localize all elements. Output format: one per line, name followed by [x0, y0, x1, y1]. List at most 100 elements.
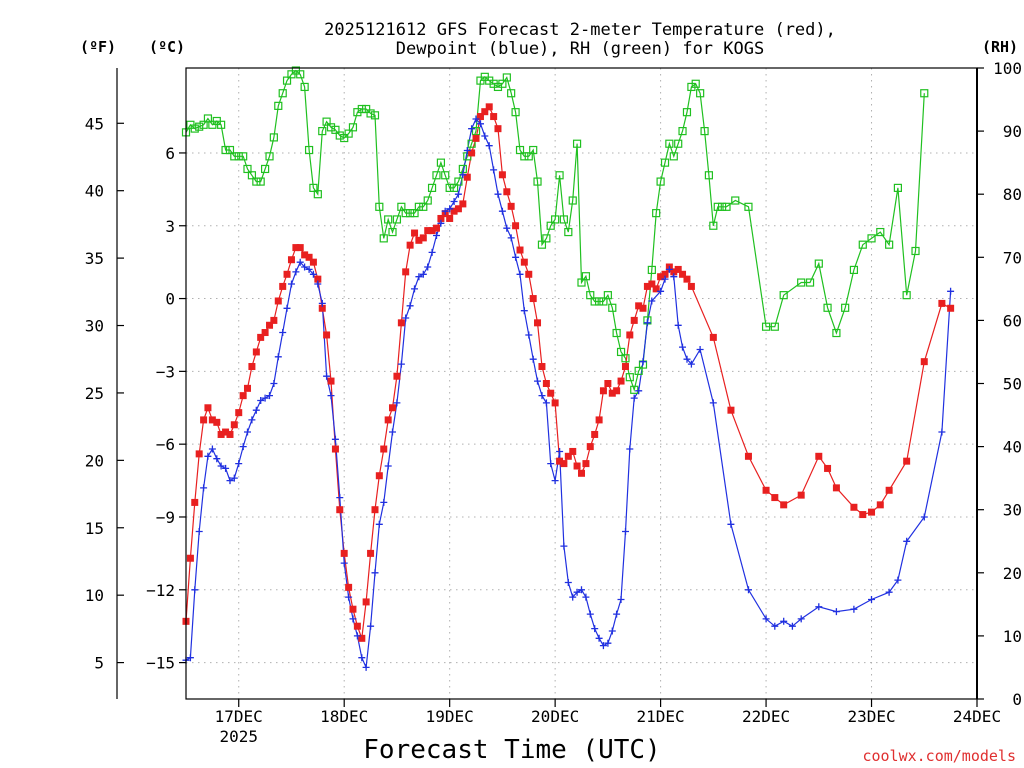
temperature-point — [283, 270, 291, 278]
rh-point — [348, 123, 358, 132]
rh-point — [885, 240, 894, 249]
rh-point — [344, 129, 353, 138]
dewpoint-point — [213, 455, 221, 463]
dewpoint-point — [266, 392, 273, 400]
temperature-point — [450, 207, 458, 215]
temperature-point — [468, 149, 476, 157]
rh-point — [234, 152, 243, 161]
temperature-point — [217, 430, 225, 438]
temperature-point — [239, 392, 247, 400]
temperature-point — [652, 285, 660, 293]
temperature-point — [402, 268, 410, 276]
celsius-axis-ticks: −15 −12 −9 −6 −3 0 3 6 — [146, 144, 186, 673]
dewpoint-point — [424, 263, 432, 271]
rh-point — [608, 303, 617, 312]
rh-point — [595, 297, 604, 306]
dewpoint-point — [885, 588, 893, 596]
temperature-point — [626, 331, 634, 339]
temperature-point — [560, 460, 568, 468]
temperature-point — [679, 270, 687, 278]
dewpoint-point — [630, 394, 638, 402]
series-lines — [185, 69, 952, 670]
temperature-point — [327, 377, 335, 385]
temperature-point — [503, 188, 511, 196]
x-axis-title: Forecast Time (UTC) — [363, 735, 660, 765]
rh-point — [529, 145, 538, 155]
dewpoint-point — [771, 622, 779, 630]
x-tick-label: 23DEC — [847, 707, 895, 726]
temperature-point — [529, 295, 537, 303]
dewpoint-point — [367, 622, 375, 630]
temperature-point — [200, 416, 208, 424]
dewpoint-point — [538, 392, 546, 400]
dewpoint-series-line — [185, 117, 952, 670]
credit-text: coolwx.com/models — [862, 747, 1016, 765]
rh-tick-label: 40 — [1003, 438, 1022, 457]
dewpoint-point — [687, 360, 695, 368]
fahrenheit-axis-label: (ºF) — [80, 38, 116, 56]
temperature-point — [397, 319, 405, 327]
rh-point — [564, 227, 573, 237]
chart-title-line2: Dewpoint (blue), RH (green) for KOGS — [396, 39, 764, 59]
chart-title-line1: 2025121612 GFS Forecast 2-meter Temperat… — [324, 20, 836, 40]
rh-point — [309, 183, 318, 192]
rh-point — [577, 278, 586, 287]
temperature-point — [305, 253, 313, 261]
rh-point — [581, 272, 591, 281]
temperature-point — [551, 399, 559, 407]
fahrenheit-tick-label: 10 — [85, 586, 104, 605]
rh-point — [449, 183, 459, 192]
rh-point — [920, 89, 929, 98]
fahrenheit-tick-label: 40 — [85, 182, 104, 201]
temperature-point — [345, 583, 353, 591]
dewpoint-point — [428, 248, 436, 256]
fahrenheit-axis-ticks: 5 10 15 20 25 30 35 40 45 — [85, 114, 124, 673]
dewpoint-point — [402, 314, 410, 322]
rh-point — [427, 183, 437, 192]
dewpoint-point — [252, 406, 260, 414]
temperature-point — [885, 486, 893, 494]
temperature-point — [314, 275, 322, 283]
rh-point — [841, 303, 850, 312]
dewpoint-point — [340, 559, 348, 567]
rh-point — [682, 108, 692, 117]
dewpoint-point — [380, 498, 388, 506]
rh-point — [379, 234, 388, 243]
celsius-tick-label: 3 — [165, 217, 175, 236]
rh-point — [524, 152, 533, 161]
x-tick-label: 22DEC — [742, 707, 790, 726]
temperature-point — [323, 331, 331, 339]
dewpoint-point — [450, 198, 458, 205]
temperature-point — [613, 387, 621, 395]
dewpoint-point — [643, 319, 651, 327]
dewpoint-point — [230, 474, 238, 482]
temperature-point — [556, 457, 564, 465]
temperature-point — [547, 389, 555, 397]
rh-point — [559, 215, 568, 224]
dewpoint-point — [894, 576, 902, 584]
temperature-point — [920, 358, 928, 366]
rh-axis-ticks: 0 10 20 30 40 50 60 70 80 90 100 — [977, 59, 1022, 709]
dewpoint-point — [477, 120, 484, 128]
temperature-point — [525, 270, 533, 278]
dewpoint-point — [635, 387, 643, 395]
dewpoint-point — [520, 307, 528, 315]
rh-point — [546, 221, 555, 230]
rh-point — [445, 183, 454, 192]
rh-point — [265, 152, 274, 161]
celsius-tick-label: 6 — [165, 144, 175, 163]
dewpoint-point — [608, 627, 616, 635]
rh-point — [269, 133, 278, 142]
dewpoint-point — [305, 265, 313, 273]
rh-point — [832, 328, 841, 338]
dewpoint-point — [670, 273, 678, 281]
temperature-point — [349, 605, 357, 613]
temperature-point — [406, 241, 414, 249]
x-tick-label: 17DEC — [215, 707, 263, 726]
rh-point — [520, 152, 529, 161]
temperature-point — [389, 404, 397, 412]
dewpoint-point — [261, 394, 269, 402]
temperature-point — [859, 511, 867, 519]
temperature-point — [204, 404, 212, 412]
dewpoint-point — [920, 513, 928, 521]
